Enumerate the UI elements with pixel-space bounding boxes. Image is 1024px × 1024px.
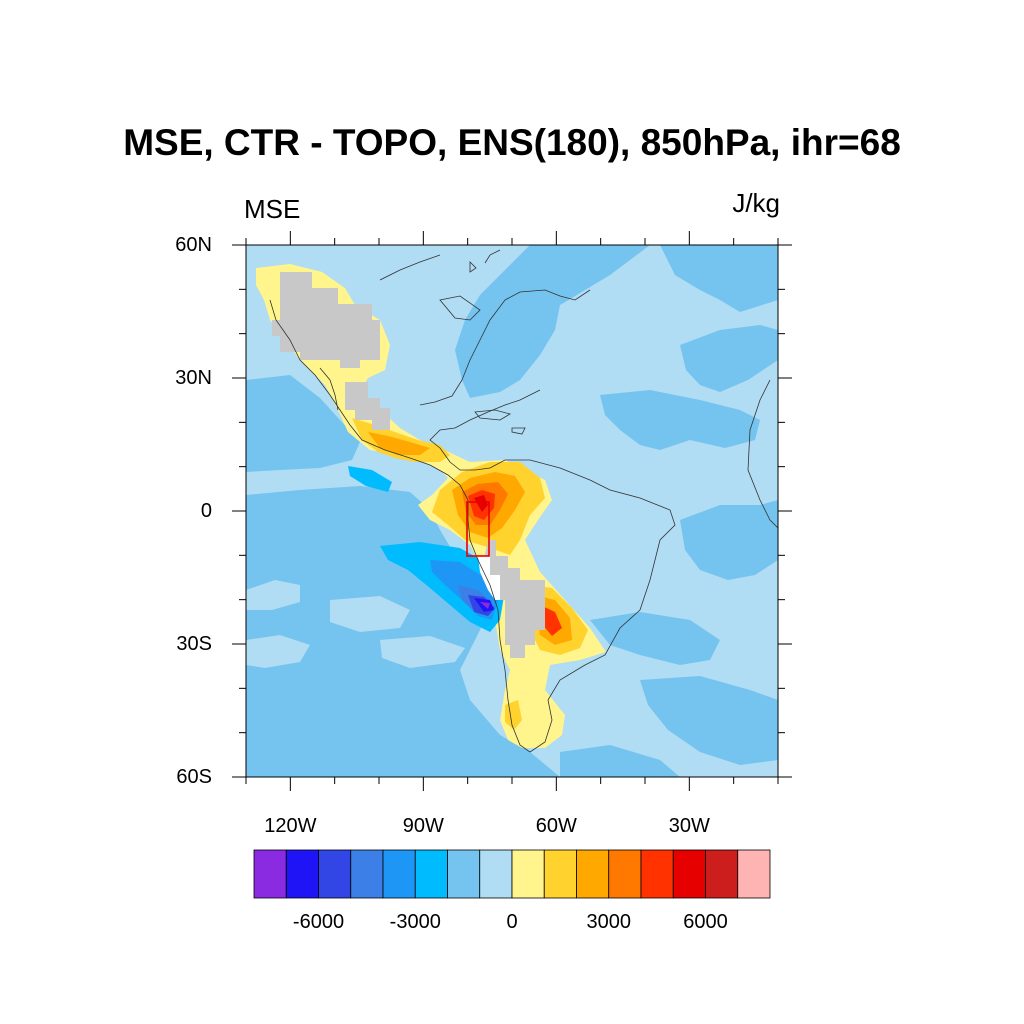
positive-anomaly-andes-darkred [474,495,488,512]
topography-mask-rockies [272,272,380,368]
analysis-box [466,501,490,557]
colorbar-swatch [318,849,352,899]
topography-mask-mexico [345,382,390,430]
colorbar-swatch [511,849,545,899]
colorbar-swatch [672,849,706,899]
axis-ticks [232,231,792,791]
colorbar-swatch [640,849,674,899]
blue-region-mid-atlantic-2 [600,390,760,450]
colorbar-label: -6000 [292,911,345,933]
missing-data-region [478,556,500,600]
units-label: J/kg [732,188,780,218]
blue-region-south-atlantic-1 [680,500,778,580]
lat-tick-label: 60N [175,234,212,256]
blue-region-northeast [455,245,650,398]
colorbar-label: 6000 [683,911,728,933]
lat-tick-label: 30S [176,633,212,655]
light-patch-pacific-3 [330,596,410,632]
lon-tick-label: 90W [402,815,444,837]
light-patch-pacific-2 [246,635,310,668]
blue-region-mid-atlantic-1 [680,325,778,392]
blue-region-pacific-south [246,486,560,777]
colorbar-label: 0 [506,911,518,933]
coastlines [269,249,778,753]
colorbar-swatch [737,849,771,899]
colorbar-swatch [447,849,481,899]
blue-region-south-atlantic-3 [640,676,778,765]
cyan-spot-pacific [348,466,392,492]
colorbar-label: 3000 [586,911,632,933]
colorbar-swatch [576,849,610,899]
negative-anomaly-violet [480,602,490,609]
topography-mask-andes [484,540,545,658]
colorbar-swatch [382,849,416,899]
lon-tick-label: 30W [668,815,710,837]
light-patch-pacific-4 [380,636,465,668]
variable-label: MSE [244,194,301,224]
colorbar-swatch [705,849,739,899]
colorbar [253,849,771,899]
colorbar-swatch [350,849,384,899]
positive-anomaly-southcone-red [540,605,562,636]
map-field [246,245,778,777]
colorbar-swatch [285,849,319,899]
blue-region-pacific-north [246,375,360,472]
figure-title: MSE, CTR - TOPO, ENS(180), 850hPa, ihr=6… [123,122,901,163]
colorbar-swatch [479,849,513,899]
colorbar-label: -3000 [389,911,441,933]
lat-tick-label: 30N [175,367,212,389]
colorbar-swatch [543,849,577,899]
colorbar-swatch [414,849,448,899]
lon-tick-label: 60W [535,815,577,837]
lat-tick-label: 0 [200,500,212,522]
lon-tick-label: 120W [264,815,317,837]
light-patch-pacific-1 [246,580,300,610]
blue-region-north-atlantic [660,245,778,312]
colorbar-swatch [253,849,287,899]
lat-tick-label: 60S [176,766,212,788]
blue-region-south-atlantic-4 [560,745,680,777]
colorbar-swatch [608,849,642,899]
